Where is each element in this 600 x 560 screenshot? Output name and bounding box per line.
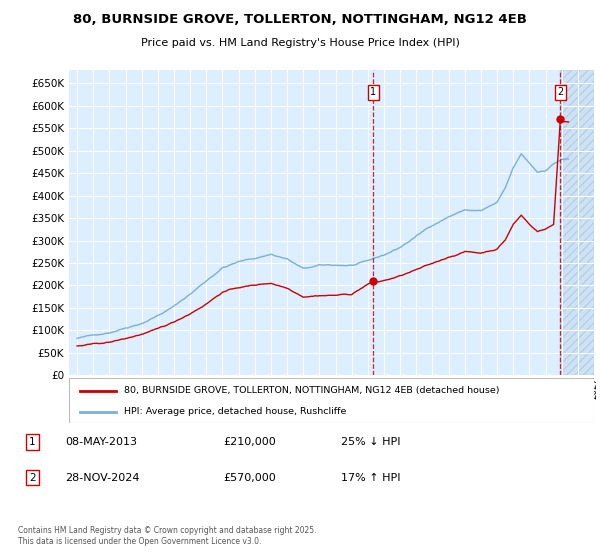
Text: 1: 1 [370,87,377,97]
Text: 28-NOV-2024: 28-NOV-2024 [65,473,139,483]
FancyBboxPatch shape [69,378,594,423]
Text: 17% ↑ HPI: 17% ↑ HPI [341,473,401,483]
Text: 80, BURNSIDE GROVE, TOLLERTON, NOTTINGHAM, NG12 4EB (detached house): 80, BURNSIDE GROVE, TOLLERTON, NOTTINGHA… [124,386,500,395]
Text: 80, BURNSIDE GROVE, TOLLERTON, NOTTINGHAM, NG12 4EB: 80, BURNSIDE GROVE, TOLLERTON, NOTTINGHA… [73,13,527,26]
Text: Contains HM Land Registry data © Crown copyright and database right 2025.
This d: Contains HM Land Registry data © Crown c… [18,526,316,546]
Text: 25% ↓ HPI: 25% ↓ HPI [341,437,401,447]
Bar [560,70,594,375]
Text: £570,000: £570,000 [224,473,277,483]
Text: 08-MAY-2013: 08-MAY-2013 [65,437,137,447]
Text: 2: 2 [29,473,36,483]
Text: Price paid vs. HM Land Registry's House Price Index (HPI): Price paid vs. HM Land Registry's House … [140,39,460,48]
Text: 1: 1 [29,437,36,447]
Text: £210,000: £210,000 [224,437,277,447]
Text: 2: 2 [557,87,563,97]
Text: HPI: Average price, detached house, Rushcliffe: HPI: Average price, detached house, Rush… [124,407,347,416]
